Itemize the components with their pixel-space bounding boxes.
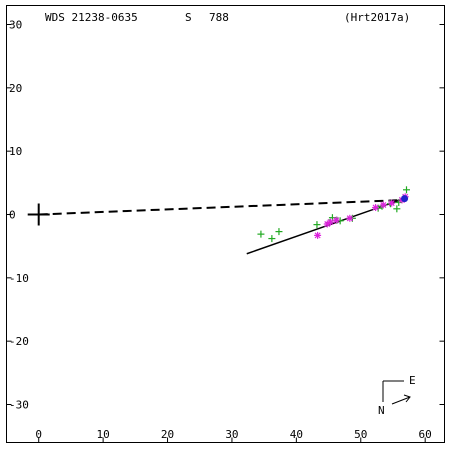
y-tick-label: -20 xyxy=(9,335,29,348)
discoverer-code: S xyxy=(185,11,192,24)
x-tick-label: 10 xyxy=(96,428,109,441)
asterisk-stroke-d2 xyxy=(327,219,334,226)
x-tick-label: 50 xyxy=(354,428,367,441)
asterisk-data-point xyxy=(379,201,387,209)
compass-rose: E N xyxy=(378,374,416,417)
motion-arrow-head xyxy=(403,394,411,403)
x-axis: 0 10 20 30 40 50 60 xyxy=(35,428,432,443)
y-tick-label: 0 xyxy=(9,209,16,222)
plus-data-point xyxy=(257,230,265,238)
y-tick-label: 20 xyxy=(9,82,22,95)
y-tick-label: 10 xyxy=(9,145,22,158)
orbit-lines xyxy=(27,197,407,255)
plus-data-point xyxy=(275,228,283,236)
asterisk-stroke-d2 xyxy=(388,200,395,207)
x-tick-label: 20 xyxy=(161,428,174,441)
plus-data-point xyxy=(336,217,344,225)
asterisk-stroke-d2 xyxy=(380,201,387,209)
y-tick-label: 30 xyxy=(9,19,22,32)
x-tick-label: 40 xyxy=(290,428,303,441)
x-tick-label: 30 xyxy=(225,428,238,441)
wds-id: WDS 21238-0635 xyxy=(45,11,138,24)
data-points xyxy=(257,186,410,243)
orbit-arc-line xyxy=(246,197,407,255)
compass-east-label: E xyxy=(409,374,416,387)
asterisk-data-point xyxy=(346,214,354,222)
plus-data-point xyxy=(393,205,401,213)
compass-north-label: N xyxy=(378,404,385,417)
x-tick-label: 0 xyxy=(35,428,42,441)
dashed-reference-line xyxy=(38,198,406,216)
asterisk-data-point xyxy=(326,218,334,226)
motion-arrow-shaft xyxy=(391,396,411,405)
asterisk-data-point xyxy=(388,199,396,207)
asterisk-stroke-d2 xyxy=(346,215,353,222)
plot-frame xyxy=(6,5,445,443)
y-tick-label: -30 xyxy=(9,399,29,412)
y-axis: 30 20 10 0 -10 -20 -30 xyxy=(6,19,445,412)
asterisk-data-point xyxy=(332,216,340,224)
asterisk-stroke-d2 xyxy=(333,217,340,224)
y-tick-label: -10 xyxy=(9,272,29,285)
plus-data-point xyxy=(268,235,276,243)
asterisk-stroke-d2 xyxy=(314,232,321,239)
x-tick-label: 60 xyxy=(419,428,432,441)
asterisk-data-point xyxy=(314,231,322,239)
discoverer-number: 788 xyxy=(209,11,229,24)
asterisk-stroke-d2 xyxy=(372,204,379,211)
plus-data-point xyxy=(402,186,410,194)
asterisk-data-point xyxy=(372,204,380,212)
latest-position-dot xyxy=(401,195,409,203)
reference-code: (Hrt2017a) xyxy=(344,11,410,24)
plus-data-point xyxy=(313,221,321,229)
